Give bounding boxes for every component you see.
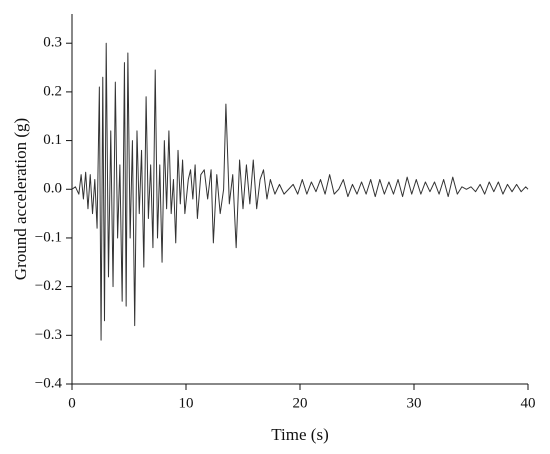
y-tick-label: −0.2 <box>35 278 62 294</box>
acceleration-line <box>71 42 529 341</box>
y-tick-label: 0.0 <box>43 181 62 197</box>
y-axis-title: Ground acceleration (g) <box>11 118 30 280</box>
x-axis-title: Time (s) <box>271 425 328 444</box>
x-tick-label: 0 <box>68 395 76 411</box>
y-tick-label: −0.4 <box>35 375 63 391</box>
y-tick-label: −0.1 <box>35 229 62 245</box>
x-tick-label: 20 <box>293 395 308 411</box>
y-tick-label: 0.1 <box>43 132 62 148</box>
x-tick-label: 40 <box>521 395 536 411</box>
x-tick-label: 30 <box>407 395 422 411</box>
y-tick-label: −0.3 <box>35 327 62 343</box>
y-tick-label: 0.2 <box>43 83 62 99</box>
x-tick-label: 10 <box>179 395 194 411</box>
y-tick-label: 0.3 <box>43 35 62 51</box>
